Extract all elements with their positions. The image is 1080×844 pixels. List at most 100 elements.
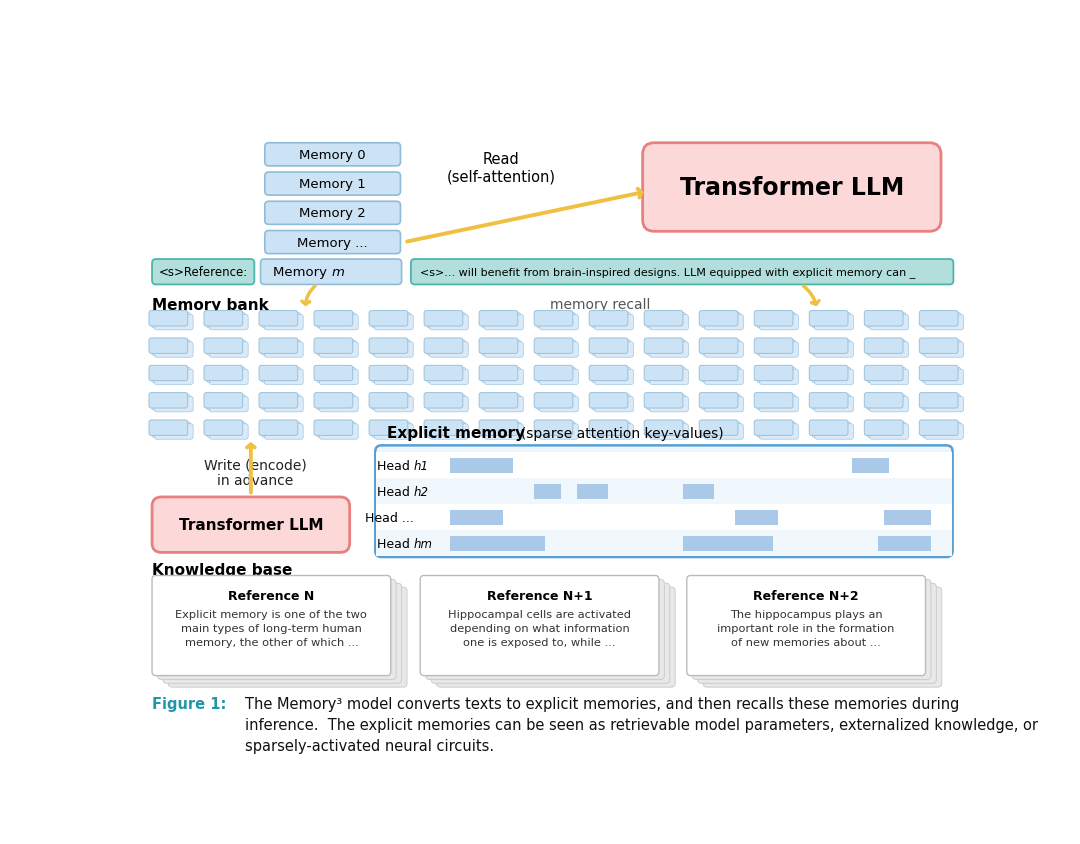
Text: Head: Head bbox=[377, 537, 414, 550]
Text: (self-attention): (self-attention) bbox=[446, 169, 555, 184]
FancyBboxPatch shape bbox=[919, 393, 958, 408]
FancyBboxPatch shape bbox=[699, 311, 738, 327]
FancyBboxPatch shape bbox=[375, 315, 414, 331]
FancyBboxPatch shape bbox=[649, 397, 688, 413]
FancyBboxPatch shape bbox=[649, 315, 688, 331]
Bar bbox=[577, 484, 608, 500]
FancyBboxPatch shape bbox=[375, 370, 414, 385]
FancyBboxPatch shape bbox=[261, 313, 300, 328]
Text: m: m bbox=[332, 266, 343, 279]
FancyBboxPatch shape bbox=[759, 425, 798, 440]
FancyBboxPatch shape bbox=[154, 370, 193, 385]
FancyBboxPatch shape bbox=[424, 311, 463, 327]
FancyBboxPatch shape bbox=[703, 587, 942, 687]
FancyBboxPatch shape bbox=[265, 231, 401, 254]
FancyBboxPatch shape bbox=[922, 313, 961, 328]
FancyBboxPatch shape bbox=[649, 343, 688, 358]
FancyBboxPatch shape bbox=[924, 343, 963, 358]
FancyBboxPatch shape bbox=[152, 260, 255, 285]
FancyBboxPatch shape bbox=[702, 368, 741, 383]
FancyBboxPatch shape bbox=[540, 315, 578, 331]
FancyBboxPatch shape bbox=[644, 365, 683, 381]
FancyBboxPatch shape bbox=[754, 338, 793, 354]
FancyBboxPatch shape bbox=[540, 343, 578, 358]
FancyBboxPatch shape bbox=[644, 420, 683, 436]
FancyBboxPatch shape bbox=[149, 420, 188, 436]
FancyBboxPatch shape bbox=[595, 315, 633, 331]
FancyBboxPatch shape bbox=[261, 422, 300, 438]
FancyBboxPatch shape bbox=[922, 368, 961, 383]
FancyBboxPatch shape bbox=[535, 338, 572, 354]
Text: h2: h2 bbox=[414, 485, 429, 498]
FancyBboxPatch shape bbox=[154, 343, 193, 358]
FancyBboxPatch shape bbox=[649, 370, 688, 385]
FancyBboxPatch shape bbox=[590, 393, 627, 408]
Bar bbox=[376, 531, 951, 557]
FancyBboxPatch shape bbox=[924, 425, 963, 440]
FancyBboxPatch shape bbox=[482, 395, 521, 410]
FancyBboxPatch shape bbox=[485, 315, 524, 331]
FancyBboxPatch shape bbox=[535, 365, 572, 381]
Text: Memory 2: Memory 2 bbox=[299, 207, 366, 220]
FancyBboxPatch shape bbox=[430, 315, 469, 331]
FancyBboxPatch shape bbox=[699, 338, 738, 354]
Bar bbox=[878, 536, 931, 551]
FancyBboxPatch shape bbox=[809, 393, 848, 408]
FancyBboxPatch shape bbox=[590, 420, 627, 436]
FancyBboxPatch shape bbox=[754, 420, 793, 436]
FancyBboxPatch shape bbox=[757, 368, 796, 383]
Text: Explicit memory: Explicit memory bbox=[387, 425, 525, 441]
FancyBboxPatch shape bbox=[869, 343, 908, 358]
FancyBboxPatch shape bbox=[204, 338, 243, 354]
FancyBboxPatch shape bbox=[430, 425, 469, 440]
FancyBboxPatch shape bbox=[410, 260, 954, 285]
Text: Explicit memory is one of the two
main types of long-term human
memory, the othe: Explicit memory is one of the two main t… bbox=[175, 609, 367, 647]
FancyBboxPatch shape bbox=[924, 315, 963, 331]
FancyBboxPatch shape bbox=[369, 311, 408, 327]
FancyBboxPatch shape bbox=[427, 340, 465, 356]
FancyBboxPatch shape bbox=[206, 313, 245, 328]
Text: Memory 0: Memory 0 bbox=[299, 149, 366, 161]
FancyBboxPatch shape bbox=[592, 422, 631, 438]
FancyBboxPatch shape bbox=[316, 368, 355, 383]
Text: Transformer LLM: Transformer LLM bbox=[178, 517, 323, 533]
FancyBboxPatch shape bbox=[595, 370, 633, 385]
FancyBboxPatch shape bbox=[704, 425, 743, 440]
FancyBboxPatch shape bbox=[151, 313, 190, 328]
FancyBboxPatch shape bbox=[592, 340, 631, 356]
Bar bbox=[683, 536, 772, 551]
FancyBboxPatch shape bbox=[537, 395, 576, 410]
FancyBboxPatch shape bbox=[427, 313, 465, 328]
FancyBboxPatch shape bbox=[702, 395, 741, 410]
FancyBboxPatch shape bbox=[869, 425, 908, 440]
FancyBboxPatch shape bbox=[151, 340, 190, 356]
FancyBboxPatch shape bbox=[647, 395, 686, 410]
FancyBboxPatch shape bbox=[812, 422, 851, 438]
FancyBboxPatch shape bbox=[814, 425, 853, 440]
FancyBboxPatch shape bbox=[485, 397, 524, 413]
FancyBboxPatch shape bbox=[261, 368, 300, 383]
FancyBboxPatch shape bbox=[480, 311, 517, 327]
FancyBboxPatch shape bbox=[537, 313, 576, 328]
FancyBboxPatch shape bbox=[316, 313, 355, 328]
FancyBboxPatch shape bbox=[535, 393, 572, 408]
FancyBboxPatch shape bbox=[206, 340, 245, 356]
FancyBboxPatch shape bbox=[812, 313, 851, 328]
FancyBboxPatch shape bbox=[424, 393, 463, 408]
FancyBboxPatch shape bbox=[812, 340, 851, 356]
FancyBboxPatch shape bbox=[647, 313, 686, 328]
FancyBboxPatch shape bbox=[210, 370, 248, 385]
FancyBboxPatch shape bbox=[372, 313, 410, 328]
Text: Figure 1:: Figure 1: bbox=[152, 695, 227, 711]
Bar bbox=[852, 458, 889, 473]
FancyBboxPatch shape bbox=[424, 338, 463, 354]
FancyBboxPatch shape bbox=[261, 340, 300, 356]
Text: hm: hm bbox=[414, 537, 433, 550]
FancyBboxPatch shape bbox=[210, 425, 248, 440]
FancyBboxPatch shape bbox=[149, 365, 188, 381]
FancyBboxPatch shape bbox=[420, 576, 659, 676]
FancyBboxPatch shape bbox=[757, 340, 796, 356]
Text: <s>... will benefit from brain-inspired designs. LLM equipped with explicit memo: <s>... will benefit from brain-inspired … bbox=[420, 267, 916, 278]
FancyBboxPatch shape bbox=[812, 395, 851, 410]
FancyBboxPatch shape bbox=[314, 393, 353, 408]
